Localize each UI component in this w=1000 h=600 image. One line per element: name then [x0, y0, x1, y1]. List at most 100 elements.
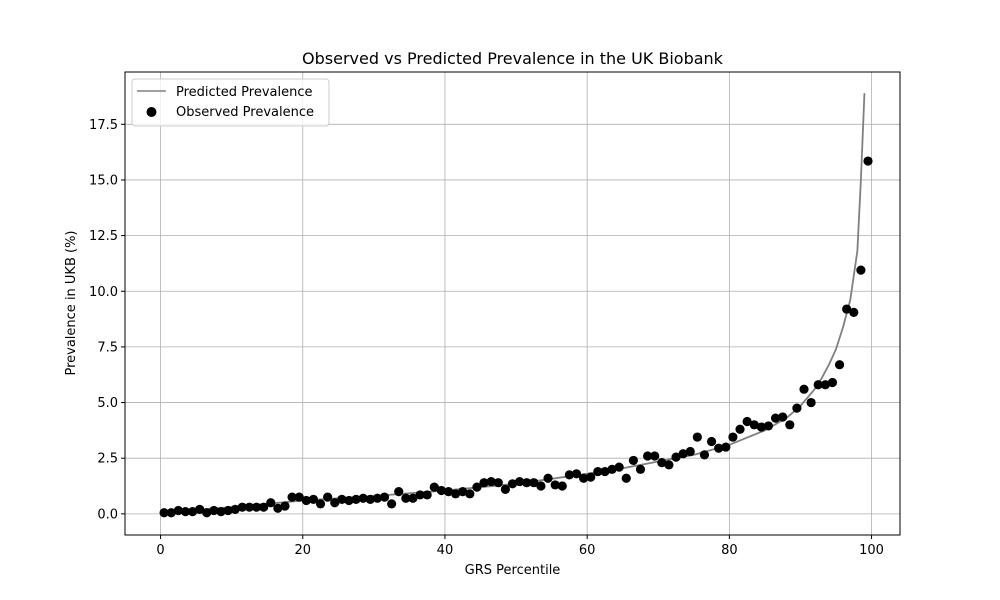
observed-point: [515, 476, 525, 487]
legend-predicted-label: Predicted Prevalence: [176, 85, 312, 100]
observed-point: [443, 486, 454, 497]
observed-point: [301, 495, 311, 506]
observed-point: [792, 403, 802, 413]
observed-point: [721, 442, 731, 452]
x-tick-label: 20: [294, 543, 311, 558]
observed-point: [500, 484, 510, 494]
plot-frame: [124, 71, 901, 536]
observed-point: [280, 501, 290, 511]
observed-point: [827, 377, 838, 388]
observed-point: [451, 489, 461, 499]
observed-point: [770, 413, 781, 423]
observed-point: [415, 490, 425, 500]
observed-point: [351, 494, 361, 504]
observed-point: [778, 412, 788, 422]
legend: Predicted Prevalence Observed Prevalence: [131, 78, 330, 127]
observed-point: [323, 492, 333, 502]
y-tick-label: 5.0: [97, 396, 118, 411]
observed-point: [785, 420, 795, 430]
observed-point: [365, 494, 375, 504]
observed-point: [600, 466, 610, 477]
observed-point: [202, 508, 212, 518]
observed-point: [642, 451, 653, 461]
observed-point: [834, 360, 845, 370]
y-tick-label: 17.5: [89, 118, 118, 133]
observed-point: [337, 494, 347, 504]
observed-point: [379, 492, 390, 502]
observed-point: [536, 481, 546, 491]
observed-point: [493, 478, 503, 488]
observed-point: [806, 397, 816, 408]
observed-point: [344, 495, 354, 506]
observed-point: [408, 493, 418, 503]
observed-point: [330, 498, 340, 508]
observed-point: [699, 450, 710, 460]
legend-box: [131, 78, 330, 127]
observed-point: [728, 432, 738, 442]
observed-point: [387, 499, 397, 509]
x-tick-label: 60: [579, 543, 596, 558]
observed-point: [223, 505, 233, 516]
observed-point: [543, 473, 553, 483]
observed-point: [863, 156, 873, 166]
observed-point: [849, 307, 859, 317]
observed-point: [479, 478, 489, 488]
x-tick-label: 40: [437, 543, 454, 558]
observed-point: [273, 503, 283, 513]
observed-point: [614, 462, 624, 472]
observed-point: [458, 486, 468, 497]
observed-point: [842, 304, 852, 314]
x-tick-label: 100: [859, 543, 884, 558]
observed-point: [820, 380, 830, 390]
observed-point: [216, 507, 226, 517]
y-axis-label: Prevalence in UKB (%): [64, 230, 79, 375]
observed-point: [550, 480, 560, 490]
y-tick-label: 10.0: [89, 285, 118, 300]
observed-point: [394, 486, 404, 497]
observed-point: [251, 502, 262, 512]
y-tick-label: 7.5: [97, 340, 118, 355]
observed-point: [579, 473, 589, 483]
observed-point: [571, 469, 582, 479]
observed-point: [621, 473, 631, 483]
observed-point: [166, 508, 176, 518]
observed-point: [209, 505, 219, 516]
observed-point: [244, 502, 255, 512]
observed-point: [799, 384, 809, 394]
observed-point: [650, 451, 660, 461]
observed-point: [763, 421, 774, 431]
observed-point: [664, 460, 674, 470]
x-axis-label: GRS Percentile: [465, 563, 561, 578]
observed-point: [856, 265, 866, 275]
observed-point: [657, 458, 667, 468]
observed-point: [422, 490, 432, 500]
observed-point: [678, 449, 688, 459]
observed-point: [685, 446, 695, 457]
observed-point: [507, 479, 518, 489]
observed-point: [593, 466, 603, 477]
observed-point: [187, 507, 198, 517]
observed-point: [714, 443, 724, 453]
observed-point: [557, 481, 567, 491]
observed-point: [742, 416, 752, 427]
x-tick-label: 0: [156, 543, 164, 558]
observed-point: [230, 504, 240, 514]
observed-point: [259, 502, 269, 512]
observed-point: [180, 507, 191, 517]
observed-point: [372, 493, 383, 503]
observed-point: [358, 493, 368, 503]
observed-point: [315, 499, 326, 509]
y-tick-label: 2.5: [97, 452, 118, 467]
observed-point: [522, 478, 532, 488]
observed-point: [429, 482, 439, 492]
observed-point: [436, 485, 446, 496]
chart-title: Observed vs Predicted Prevalence in the …: [302, 49, 724, 68]
observed-point: [159, 508, 169, 518]
observed-point: [173, 505, 183, 516]
observed-series: [159, 156, 873, 518]
observed-point: [706, 436, 717, 447]
y-tick-label: 12.5: [89, 229, 118, 244]
observed-point: [635, 464, 646, 474]
observed-point: [237, 502, 247, 512]
